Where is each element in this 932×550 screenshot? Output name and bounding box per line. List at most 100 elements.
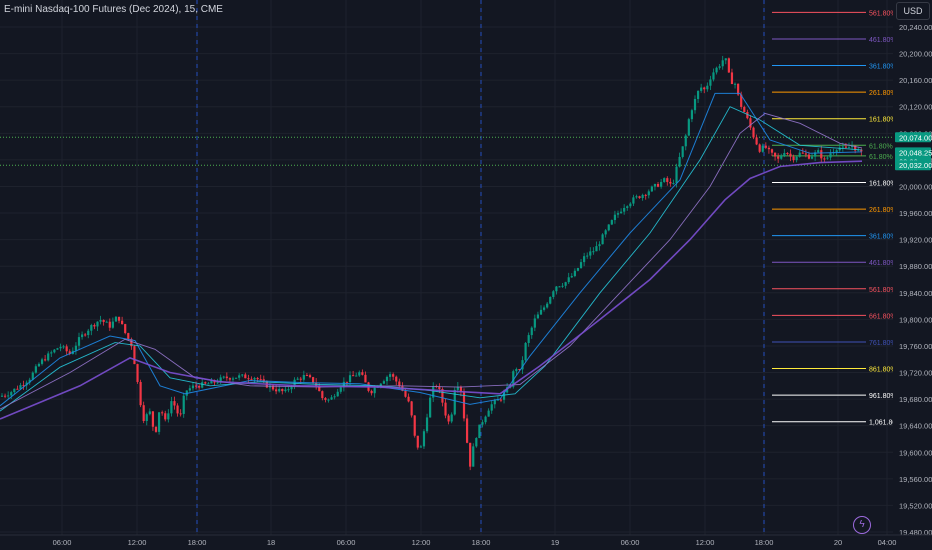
candle	[151, 411, 155, 431]
price-axis: 19,480.00 19,520.00 19,560.00 19,600.00 19,6…	[893, 0, 932, 550]
candle-body	[459, 386, 463, 392]
candle	[607, 224, 610, 232]
candle	[650, 185, 653, 193]
candle-body	[241, 374, 244, 376]
candle-body	[188, 388, 191, 391]
candle-body	[65, 346, 68, 352]
candle-body	[37, 363, 41, 367]
candle-body	[854, 145, 857, 151]
candle-body	[225, 376, 228, 379]
fib-level-label: 1,061.80%	[869, 420, 902, 427]
candle	[429, 394, 432, 418]
candle-body	[576, 268, 580, 271]
candle-body	[453, 389, 456, 415]
candle-body	[844, 146, 848, 148]
candle	[487, 408, 490, 417]
candle-body	[718, 66, 721, 68]
candle-body	[419, 446, 422, 448]
candle	[96, 321, 99, 332]
candle-body	[660, 181, 663, 187]
candle	[157, 412, 161, 435]
time-tick-label: 06:00	[53, 538, 72, 547]
candle-body	[798, 152, 801, 157]
candle-body	[462, 391, 466, 419]
candle	[564, 281, 567, 289]
candle-body	[570, 276, 573, 278]
candle-body	[826, 157, 829, 159]
candle	[302, 370, 305, 382]
candle-body	[231, 378, 235, 380]
candle-body	[817, 150, 820, 153]
price-tick-label: 19,880.00	[899, 262, 932, 271]
candle-body	[34, 366, 37, 373]
candle	[287, 386, 290, 393]
candle-body	[296, 378, 299, 380]
currency-button[interactable]: USD	[896, 2, 930, 20]
candle-body	[370, 390, 373, 394]
price-tick-label: 19,560.00	[899, 475, 932, 484]
candle	[783, 148, 786, 158]
candle	[623, 204, 626, 215]
symbol-title[interactable]: E-mini Nasdaq-100 Futures (Dec 2024), 15…	[4, 4, 223, 15]
candle-body	[512, 371, 515, 387]
candle-body	[647, 191, 650, 196]
candle	[666, 176, 669, 186]
candle-body	[764, 145, 767, 148]
candle	[259, 374, 262, 382]
candle-body	[820, 150, 823, 159]
candle-body	[299, 378, 302, 380]
candle	[173, 396, 176, 410]
time-axis: 06:00 12:00 18:00 18 06:00 12:00 18:00 19 06:00 1…	[0, 534, 932, 550]
candle-body	[22, 385, 25, 387]
candle	[10, 390, 13, 400]
candle	[225, 372, 228, 381]
candle	[44, 355, 47, 362]
candle-body	[814, 152, 817, 157]
candle-body	[259, 379, 262, 381]
bolt-icon[interactable]: ϟ	[853, 516, 871, 534]
candle	[167, 409, 170, 423]
moving-averages	[0, 92, 863, 420]
candle-body	[222, 376, 225, 378]
axis-price-label-text: 20,048.25	[899, 148, 932, 157]
candle	[37, 362, 41, 367]
candle-body	[484, 416, 487, 423]
candle-body	[607, 224, 610, 231]
candle-body	[31, 372, 34, 380]
candle-body	[432, 385, 435, 398]
candle	[361, 369, 364, 376]
fib-extension-levels: 561.80% 461.80% 361.80% 261.80% 161.80% 61.80…	[772, 10, 902, 427]
candle	[392, 372, 395, 381]
candle-body	[164, 413, 167, 420]
candle	[586, 252, 589, 259]
candlesticks	[0, 55, 863, 471]
candle	[733, 82, 737, 89]
time-tick-label: 18:00	[188, 538, 207, 547]
candle-body	[90, 325, 93, 331]
candle	[626, 205, 629, 211]
candle-body	[253, 377, 256, 380]
candle-body	[327, 399, 330, 401]
candle-body	[638, 196, 641, 199]
candle-body	[687, 119, 690, 136]
candle	[515, 367, 518, 376]
candle-body	[641, 194, 644, 199]
candle	[829, 149, 832, 161]
candle-body	[789, 153, 792, 157]
candle-body	[13, 388, 16, 393]
candle	[90, 323, 93, 336]
candle	[709, 75, 712, 91]
candle	[241, 373, 244, 378]
candle-body	[761, 145, 764, 152]
candle	[56, 347, 59, 350]
candle	[789, 149, 792, 162]
candle	[453, 387, 456, 416]
candle-body	[610, 220, 613, 225]
candle	[65, 344, 68, 356]
candle	[84, 332, 87, 337]
fib-level-label: 161.80%	[869, 117, 897, 124]
candle-body	[586, 255, 589, 257]
candle	[93, 323, 96, 330]
candle-body	[490, 404, 493, 411]
